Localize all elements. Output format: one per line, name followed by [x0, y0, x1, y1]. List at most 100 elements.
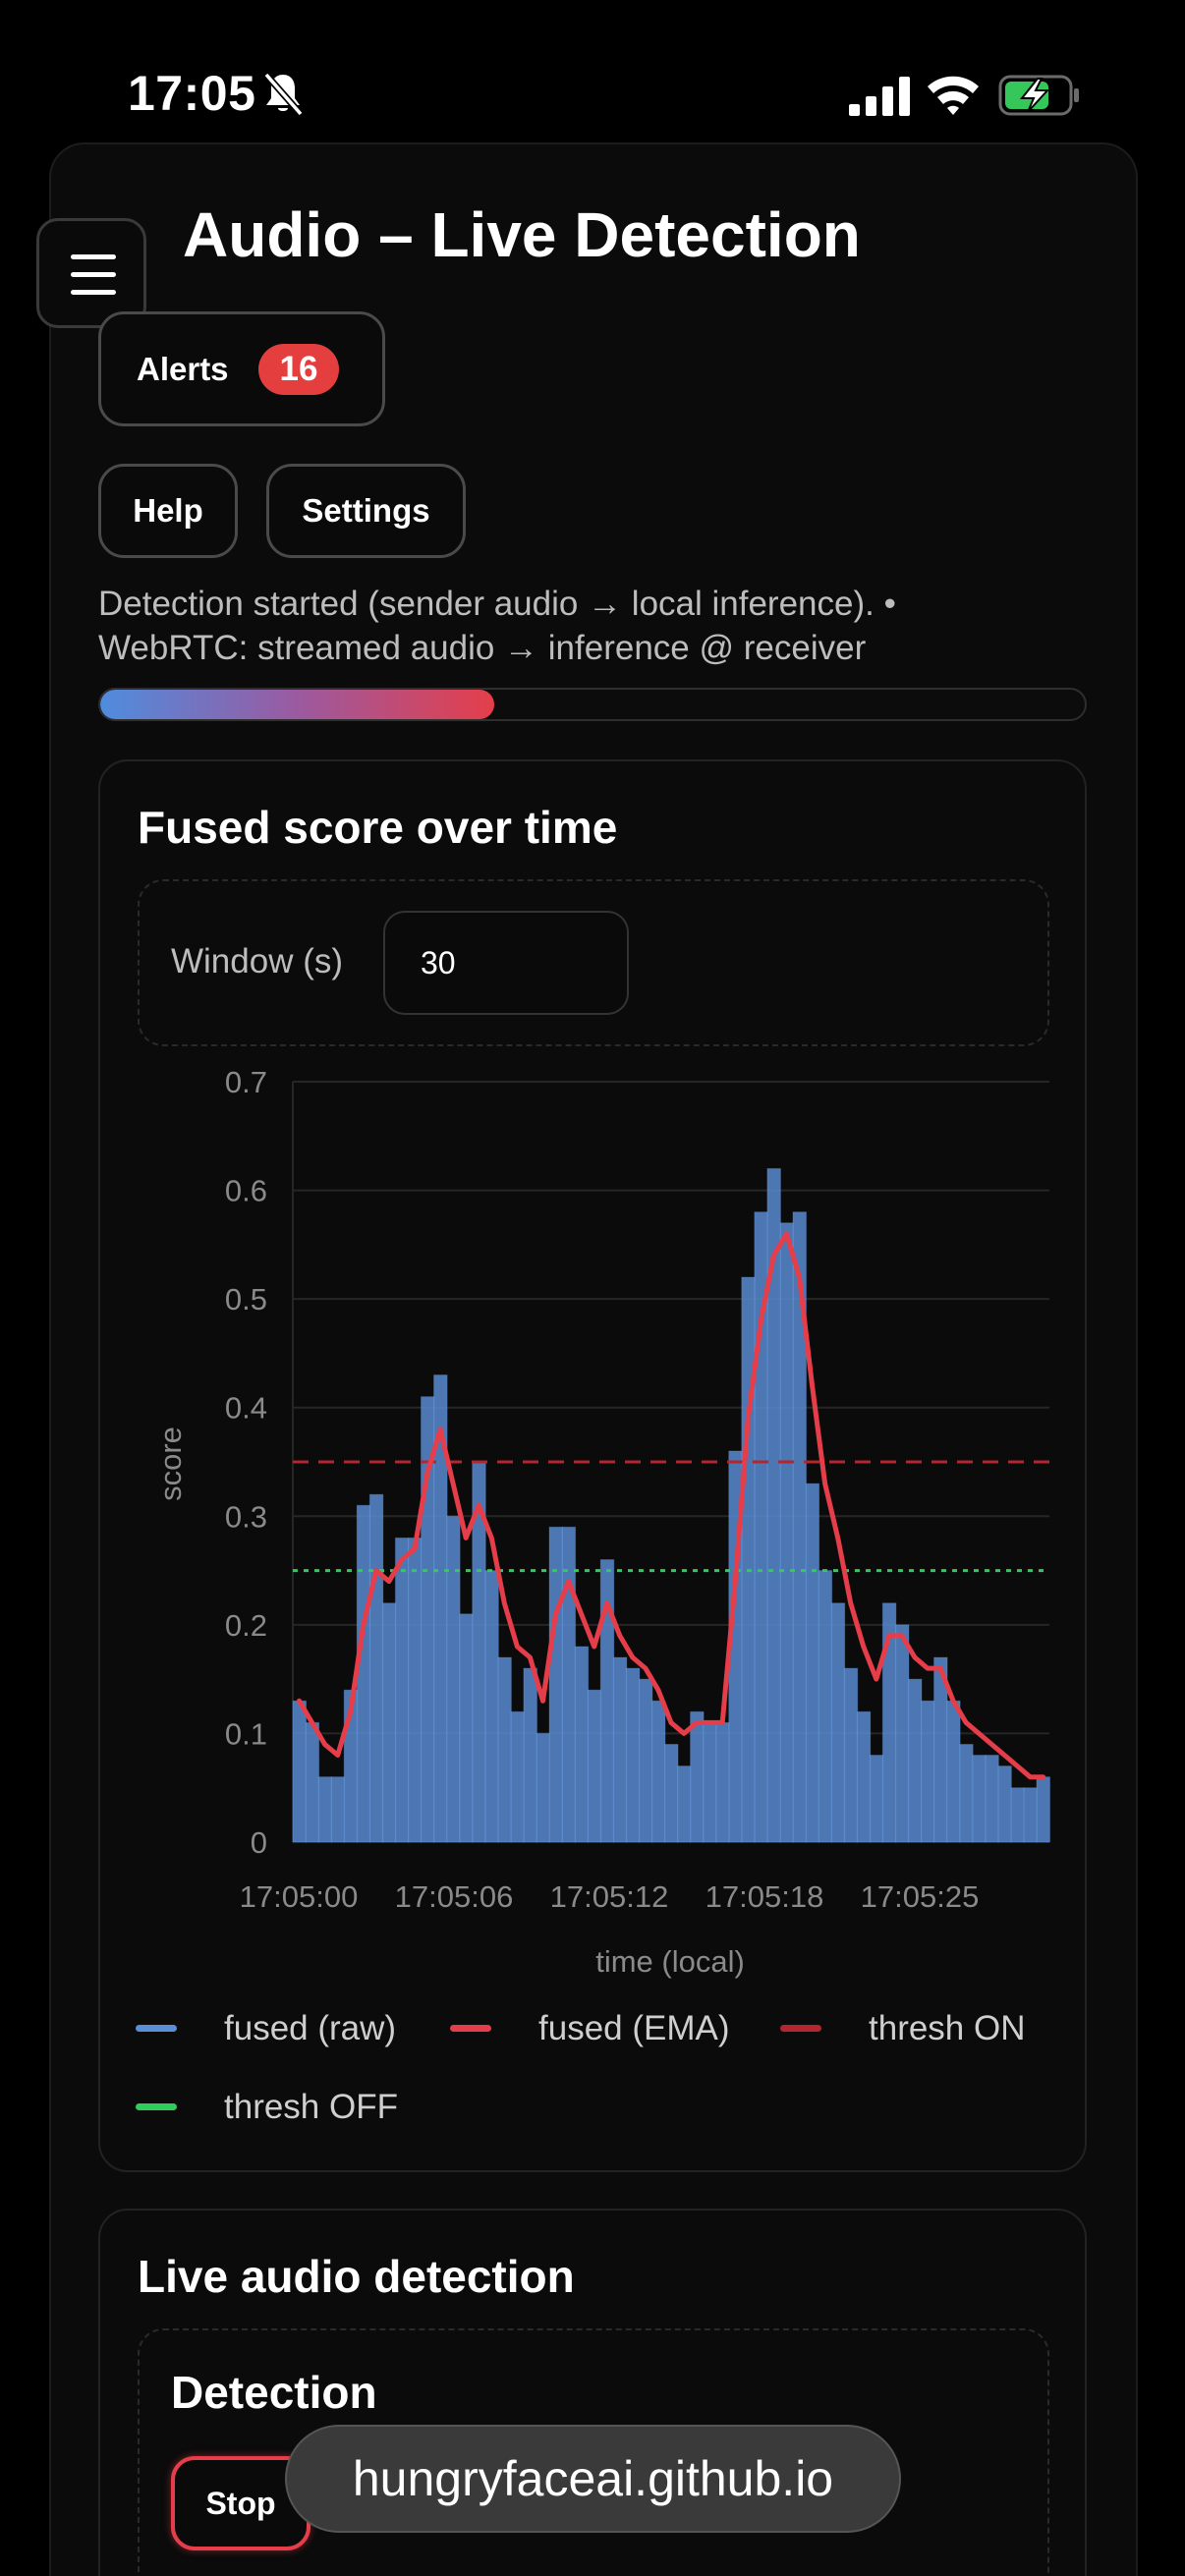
status-line-1: Detection started (sender audio → local … — [98, 585, 896, 623]
bar-fused-raw — [959, 1743, 974, 1843]
bell-slash-icon — [263, 72, 304, 116]
bar-fused-raw — [1023, 1787, 1038, 1843]
bar-fused-raw — [510, 1710, 525, 1843]
menu-button[interactable] — [36, 218, 146, 328]
bar-fused-raw — [638, 1678, 653, 1843]
bar-fused-raw — [741, 1276, 756, 1843]
bar-fused-raw — [830, 1602, 846, 1843]
hamburger-menu-icon — [71, 272, 116, 277]
bar-fused-raw — [317, 1776, 333, 1843]
bar-fused-raw — [690, 1710, 705, 1843]
detection-panel-title: Live audio detection — [138, 2251, 575, 2302]
bar-fused-raw — [305, 1721, 320, 1843]
legend-swatch — [136, 2025, 177, 2032]
score-chart: 0 0.1 0.2 0.3 0.4 0.5 0.6 0.7 17:05:00 17:05:06 17… — [153, 1065, 1051, 1979]
bar-fused-raw — [561, 1526, 577, 1843]
bar-fused-raw — [548, 1526, 564, 1843]
hamburger-menu-icon — [71, 290, 116, 295]
bar-fused-raw — [805, 1483, 820, 1843]
bar-fused-raw — [292, 1700, 308, 1843]
legend-swatch — [780, 2025, 821, 2032]
legend-label: thresh ON — [869, 2009, 1026, 2047]
chart-panel: Fused score over time Window (s) 30 0 0.1… — [98, 759, 1087, 2172]
settings-button[interactable]: Settings — [266, 464, 466, 558]
bar-fused-raw — [356, 1504, 371, 1843]
bar-fused-raw — [856, 1710, 872, 1843]
bar-fused-raw — [703, 1721, 717, 1843]
bar-fused-raw — [677, 1765, 692, 1843]
live-detection-panel: Live audio detection Detection Stop — [98, 2209, 1087, 2576]
bar-fused-raw — [625, 1667, 641, 1843]
chart-panel-title: Fused score over time — [138, 802, 618, 853]
x-tick-label: 17:05:06 — [395, 1879, 514, 1914]
bar-fused-raw — [612, 1656, 628, 1843]
status-bar: 17:05 — [0, 0, 1185, 142]
legend-label: fused (raw) — [224, 2009, 397, 2047]
bar-fused-raw — [381, 1602, 397, 1843]
legend-label: thresh OFF — [224, 2088, 398, 2126]
y-tick-label: 0.3 — [225, 1499, 267, 1534]
bar-fused-raw — [663, 1743, 679, 1843]
bar-fused-raw — [523, 1667, 537, 1843]
bar-fused-raw — [779, 1222, 794, 1843]
x-tick-label: 17:05:12 — [550, 1879, 669, 1914]
bar-fused-raw — [407, 1537, 423, 1843]
window-label: Window (s) — [171, 942, 344, 980]
bar-fused-raw — [1036, 1776, 1051, 1843]
bar-fused-raw — [497, 1656, 512, 1843]
x-tick-label: 17:05:25 — [861, 1879, 980, 1914]
progress-fill — [100, 690, 494, 719]
bar-fused-raw — [997, 1765, 1012, 1843]
browser-url-bar[interactable]: hungryfaceai.github.io — [285, 2425, 901, 2533]
hamburger-menu-icon — [71, 254, 116, 259]
bar-fused-raw — [818, 1570, 833, 1843]
legend-label: fused (EMA) — [538, 2009, 730, 2047]
bar-fused-raw — [446, 1515, 461, 1843]
line-fused-ema — [297, 1231, 1045, 1780]
bar-fused-raw — [574, 1646, 590, 1843]
status-text: Detection started (sender audio → local … — [98, 582, 1081, 670]
x-axis-label: time (local) — [595, 1944, 745, 1979]
detection-subtitle: Detection — [171, 2367, 377, 2418]
wifi-icon — [928, 76, 979, 115]
bar-fused-raw — [920, 1700, 935, 1843]
bar-fused-raw — [843, 1667, 859, 1843]
battery-charging-icon — [998, 75, 1079, 116]
help-button[interactable]: Help — [98, 464, 238, 558]
legend-swatch — [136, 2103, 177, 2110]
y-tick-label: 0.7 — [225, 1065, 267, 1099]
window-input[interactable]: 30 — [383, 911, 629, 1015]
bar-fused-raw — [715, 1721, 730, 1843]
y-tick-label: 0.4 — [225, 1391, 267, 1426]
legend-swatch — [450, 2025, 491, 2032]
bar-fused-raw — [650, 1700, 666, 1843]
y-tick-label: 0.5 — [225, 1282, 267, 1316]
bar-fused-raw — [587, 1689, 602, 1843]
y-tick-label: 0.2 — [225, 1608, 267, 1643]
bar-fused-raw — [368, 1493, 384, 1843]
page-title: Audio – Live Detection — [183, 199, 861, 270]
signal-icon — [849, 77, 910, 116]
window-control: Window (s) 30 — [138, 879, 1049, 1046]
bar-fused-raw — [894, 1624, 910, 1843]
status-line-2: WebRTC: streamed audio → inference @ rec… — [98, 629, 867, 667]
bar-fused-raw — [985, 1755, 999, 1843]
bar-fused-raw — [946, 1700, 961, 1843]
alerts-button[interactable]: Alerts 16 — [98, 311, 385, 426]
x-tick-label: 17:05:18 — [705, 1879, 824, 1914]
y-tick-label: 0.1 — [225, 1716, 267, 1751]
bar-fused-raw — [459, 1613, 474, 1843]
bar-fused-raw — [907, 1678, 923, 1843]
y-axis-label: score — [153, 1427, 188, 1501]
y-tick-label: 0.6 — [225, 1174, 267, 1208]
bar-fused-raw — [869, 1755, 884, 1843]
bar-fused-raw — [484, 1570, 499, 1843]
bar-fused-raw — [1010, 1787, 1025, 1843]
alerts-label: Alerts — [137, 350, 229, 387]
bar-fused-raw — [330, 1776, 346, 1843]
y-tick-label: 0 — [251, 1825, 267, 1860]
bar-fused-raw — [972, 1755, 987, 1843]
bar-fused-raw — [394, 1537, 410, 1843]
status-time: 17:05 — [128, 66, 256, 121]
x-tick-label: 17:05:00 — [240, 1879, 359, 1914]
